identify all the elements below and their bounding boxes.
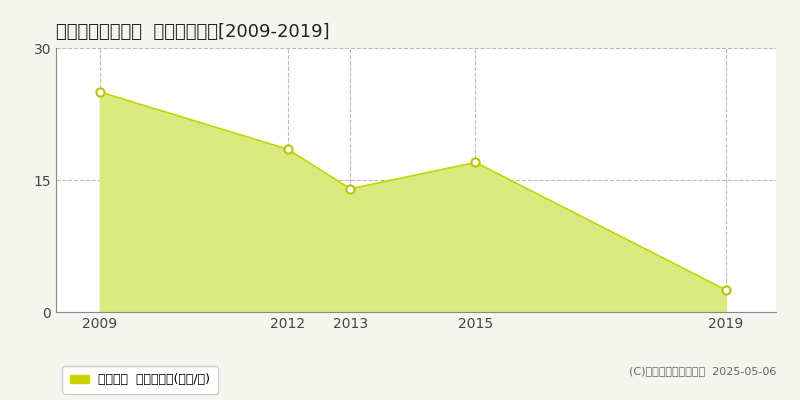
Legend: 住宅価格  平均坪単価(万円/坪): 住宅価格 平均坪単価(万円/坪) bbox=[62, 366, 218, 394]
Point bbox=[469, 159, 482, 166]
Text: (C)土地価格ドットコム  2025-05-06: (C)土地価格ドットコム 2025-05-06 bbox=[629, 366, 776, 376]
Point bbox=[344, 186, 357, 192]
Point bbox=[719, 287, 732, 293]
Point bbox=[94, 89, 106, 95]
Point bbox=[282, 146, 294, 152]
Text: 那珂郡東海村白方  住宅価格推移[2009-2019]: 那珂郡東海村白方 住宅価格推移[2009-2019] bbox=[56, 23, 330, 41]
